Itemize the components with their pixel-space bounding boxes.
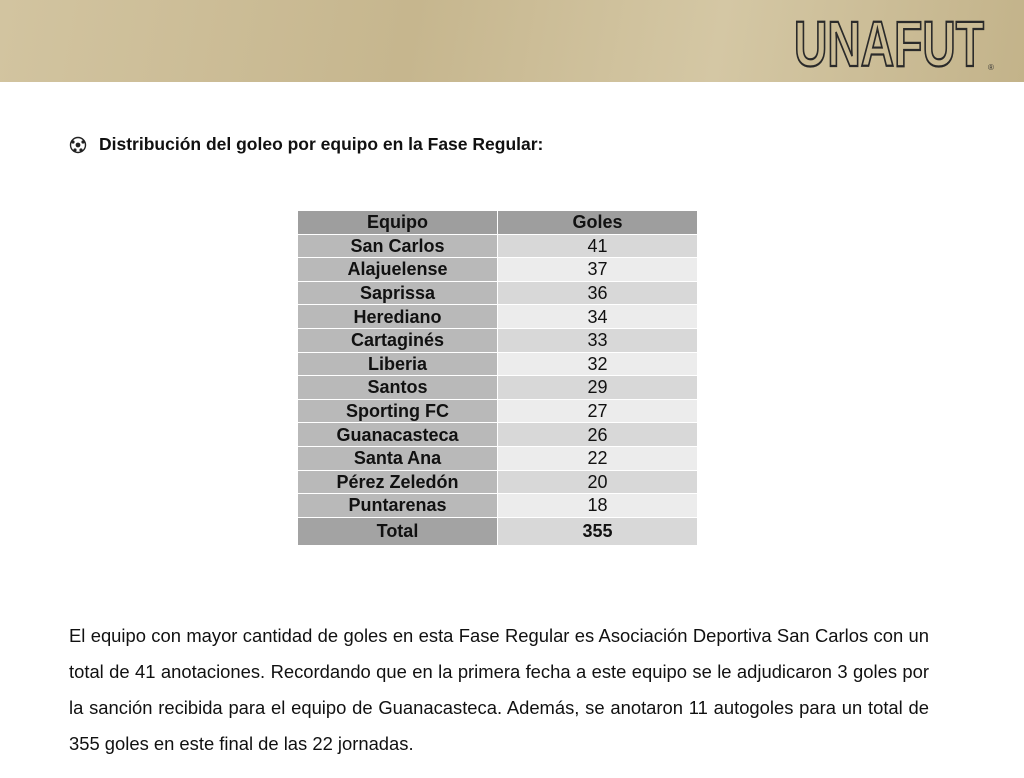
goals-cell: 33 (497, 327, 698, 353)
section-heading: Distribución del goleo por equipo en la … (99, 134, 544, 154)
team-cell: Cartaginés (297, 327, 498, 353)
goals-cell: 22 (497, 445, 698, 471)
team-cell: Alajuelense (297, 257, 498, 282)
goals-cell: 41 (497, 233, 698, 259)
goals-cell: 20 (497, 469, 698, 495)
team-cell: Pérez Zeledón (297, 469, 498, 495)
team-cell: Puntarenas (297, 493, 498, 518)
goals-cell: 18 (497, 493, 698, 518)
goals-cell: 29 (497, 375, 698, 400)
table-row: Puntarenas 18 (297, 493, 698, 518)
goals-cell: 27 (497, 398, 698, 424)
column-header: Goles (497, 210, 698, 235)
column-header: Equipo (297, 210, 498, 235)
goals-cell: 37 (497, 257, 698, 282)
paragraph: El equipo con mayor cantidad de goles en… (69, 625, 929, 754)
goals-cell: 26 (497, 422, 698, 447)
table-row: Santa Ana 22 (297, 445, 698, 471)
table-row: Santos 29 (297, 375, 698, 400)
table-row: Alajuelense 37 (297, 257, 698, 282)
team-cell: Liberia (297, 351, 498, 377)
goals-cell: 34 (497, 304, 698, 329)
logo-text: UNAFUT (794, 8, 984, 76)
total-value: 355 (497, 516, 698, 546)
total-row: Total 355 (297, 516, 698, 546)
header-row: Equipo Goles (297, 210, 698, 235)
table-row: Pérez Zeledón 20 (297, 469, 698, 495)
total-label: Total (297, 516, 498, 546)
table-row: Herediano 34 (297, 304, 698, 329)
table-row: Guanacasteca 26 (297, 422, 698, 447)
goals-table: Equipo Goles San Carlos 41 Alajuelense 37 Sapr… (297, 210, 698, 546)
table-row: Saprissa 36 (297, 280, 698, 306)
goals-cell: 32 (497, 351, 698, 377)
table-row: Cartaginés 33 (297, 327, 698, 353)
team-cell: Santa Ana (297, 445, 498, 471)
table-row: Sporting FC 27 (297, 398, 698, 424)
table-row: San Carlos 41 (297, 233, 698, 259)
team-cell: Guanacasteca (297, 422, 498, 447)
team-cell: Santos (297, 375, 498, 400)
table-row: Liberia 32 (297, 351, 698, 377)
soccer-ball-icon (69, 136, 87, 154)
logo-mark: ® (988, 63, 994, 72)
team-cell: San Carlos (297, 233, 498, 259)
goals-cell: 36 (497, 280, 698, 306)
team-cell: Sporting FC (297, 398, 498, 424)
team-cell: Herediano (297, 304, 498, 329)
header-band: UNAFUT ® (0, 0, 1024, 82)
team-cell: Saprissa (297, 280, 498, 306)
logo: UNAFUT ® (793, 7, 994, 76)
